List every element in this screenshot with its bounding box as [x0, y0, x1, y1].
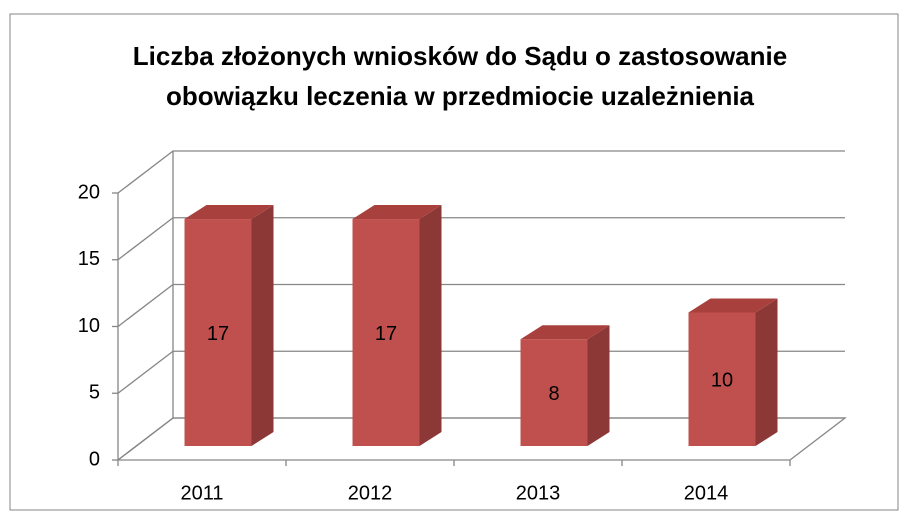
- data-label: 17: [207, 323, 229, 345]
- x-tick-label: 2014: [684, 482, 729, 504]
- x-tick-label: 2012: [348, 482, 393, 504]
- y-tick-label: 0: [89, 448, 100, 470]
- grid-line: [117, 217, 845, 261]
- chart-title: Liczba złożonych wniosków do Sądu o zast…: [133, 41, 787, 71]
- bar: [688, 312, 756, 446]
- x-tick-label: 2013: [516, 482, 561, 504]
- bar-top: [184, 205, 274, 220]
- bar-side: [419, 205, 442, 446]
- bar-top: [688, 298, 778, 313]
- data-label: 10: [711, 370, 733, 392]
- y-tick-label: 5: [89, 382, 100, 404]
- y-tick-label: 10: [78, 315, 100, 337]
- grid-line: [117, 283, 845, 328]
- bar-side: [251, 205, 274, 446]
- grid-line: [117, 417, 845, 461]
- grid-line: [117, 350, 845, 394]
- grid-line: [117, 150, 845, 194]
- bar-side: [755, 298, 778, 446]
- bar-top: [520, 325, 610, 340]
- data-label: 8: [548, 383, 559, 405]
- y-tick-label: 20: [78, 181, 100, 203]
- data-label: 17: [375, 323, 397, 345]
- bar: [352, 219, 420, 446]
- bar: [520, 339, 588, 446]
- bar-top: [352, 205, 442, 220]
- x-tick-label: 2011: [180, 482, 223, 504]
- bar: [184, 219, 252, 446]
- y-tick-label: 15: [78, 248, 100, 270]
- bar-side: [587, 325, 610, 446]
- chart-title: obowiązku leczenia w przedmiocie uzależn…: [166, 81, 755, 111]
